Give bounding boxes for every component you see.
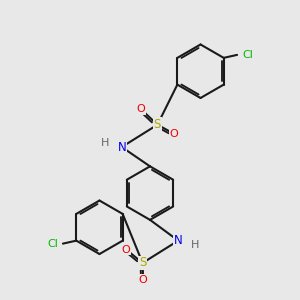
Text: S: S [154, 118, 161, 131]
Text: Cl: Cl [47, 238, 58, 249]
Text: N: N [117, 140, 126, 154]
Text: O: O [137, 104, 146, 114]
Text: S: S [139, 256, 146, 269]
Text: O: O [122, 244, 130, 255]
Text: H: H [101, 138, 110, 148]
Text: N: N [174, 234, 183, 247]
Text: O: O [169, 129, 178, 139]
Text: Cl: Cl [242, 50, 253, 60]
Text: H: H [190, 240, 199, 250]
Text: O: O [139, 275, 148, 285]
